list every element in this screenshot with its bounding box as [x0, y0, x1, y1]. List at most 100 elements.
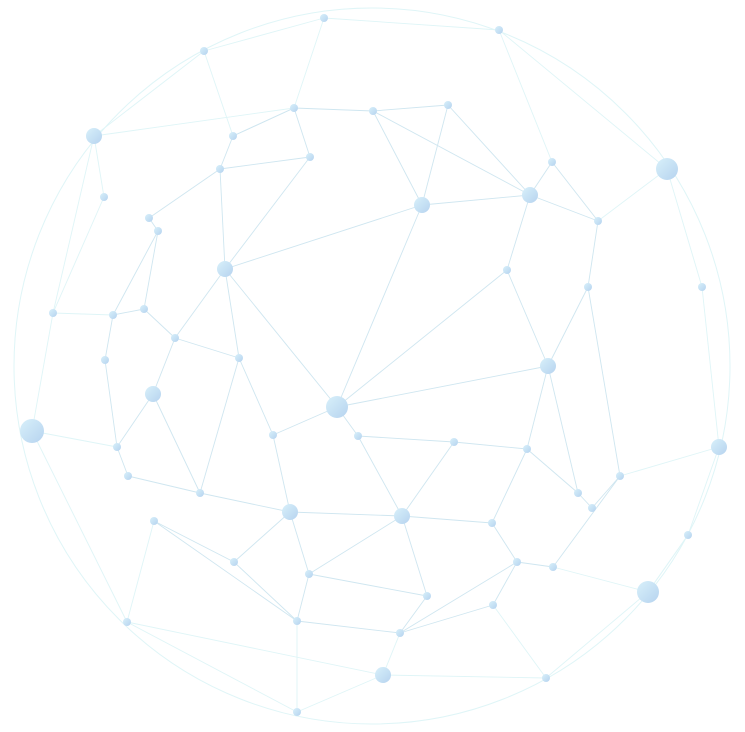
inner-edge — [219, 156, 311, 170]
inner-edge — [153, 520, 235, 563]
inner-edge — [401, 441, 455, 517]
network-node — [414, 197, 430, 213]
network-node — [113, 443, 121, 451]
inner-edge — [372, 104, 449, 112]
outer-edge — [126, 621, 298, 713]
inner-edge — [148, 168, 221, 219]
network-node — [495, 26, 503, 34]
inner-edge — [336, 204, 423, 408]
network-node — [200, 47, 208, 55]
outer-ring — [13, 7, 731, 725]
network-node — [354, 432, 362, 440]
inner-edge — [152, 393, 201, 494]
outer-edge — [647, 534, 689, 593]
network-node — [513, 558, 521, 566]
inner-edge — [399, 561, 518, 634]
network-node — [711, 439, 727, 455]
inner-edge — [529, 194, 599, 222]
inner-edge — [401, 515, 493, 524]
inner-edge — [174, 268, 226, 339]
inner-edge — [357, 435, 455, 443]
inner-edge — [492, 561, 518, 606]
inner-edge — [238, 357, 274, 436]
outer-edge — [52, 312, 114, 316]
outer-edge — [552, 566, 649, 593]
outer-edge — [545, 591, 649, 679]
inner-edge — [289, 511, 310, 575]
outer-edge — [203, 17, 325, 52]
inner-edge — [516, 561, 554, 568]
network-node — [100, 193, 108, 201]
network-node — [171, 334, 179, 342]
network-node — [109, 311, 117, 319]
inner-edge — [143, 230, 159, 310]
inner-edge — [506, 269, 549, 367]
network-node — [229, 132, 237, 140]
outer-edge — [619, 446, 720, 477]
inner-edge — [587, 286, 621, 477]
network-node — [230, 558, 238, 566]
outer-edge — [293, 17, 325, 109]
inner-edge — [372, 110, 531, 196]
outer-edge — [492, 604, 547, 679]
network-node — [396, 629, 404, 637]
outer-edge — [701, 286, 720, 448]
inner-edge — [526, 365, 549, 450]
inner-edge — [199, 357, 240, 494]
inner-edge — [233, 511, 291, 563]
inner-edge — [112, 308, 145, 316]
outer-edge — [597, 168, 668, 222]
outer-edge — [296, 674, 384, 713]
inner-edge — [547, 365, 579, 494]
inner-edge — [587, 220, 599, 288]
network-node — [235, 354, 243, 362]
outer-edge — [31, 312, 54, 432]
network-node — [290, 104, 298, 112]
network-node — [86, 128, 102, 144]
network-node — [423, 592, 431, 600]
inner-edge — [308, 515, 403, 575]
network-node — [523, 445, 531, 453]
network-node — [369, 107, 377, 115]
inner-edge — [399, 595, 428, 634]
inner-edge — [224, 268, 338, 408]
network-node — [616, 472, 624, 480]
inner-edge — [174, 337, 240, 359]
network-node — [684, 531, 692, 539]
outer-edge — [126, 621, 384, 676]
network-node — [282, 504, 298, 520]
outer-edge — [126, 520, 155, 623]
inner-edge — [293, 107, 311, 158]
inner-edge — [453, 441, 528, 450]
network-node — [584, 283, 592, 291]
inner-edge — [116, 446, 129, 477]
network-node — [20, 419, 44, 443]
network-node — [637, 581, 659, 603]
inner-edge — [232, 107, 295, 137]
outer-edge — [93, 50, 205, 137]
outer-edge — [323, 17, 500, 31]
network-node — [444, 101, 452, 109]
network-node — [522, 187, 538, 203]
inner-edge — [552, 475, 621, 568]
inner-edge — [336, 365, 549, 408]
nodes — [20, 14, 727, 716]
network-node — [574, 489, 582, 497]
network-node — [217, 261, 233, 277]
network-node — [320, 14, 328, 22]
network-node — [150, 517, 158, 525]
network-node — [548, 158, 556, 166]
network-node — [488, 519, 496, 527]
inner-edge — [224, 268, 240, 359]
network-node — [145, 214, 153, 222]
outer-edge — [203, 50, 234, 137]
outer-edge — [52, 196, 105, 314]
inner-edge — [112, 230, 159, 316]
inner-edge — [491, 522, 518, 563]
network-node — [140, 305, 148, 313]
inner-edge — [293, 107, 374, 112]
inner-edge — [219, 168, 226, 270]
inner-edge — [421, 104, 449, 206]
inner-edge — [551, 161, 599, 222]
